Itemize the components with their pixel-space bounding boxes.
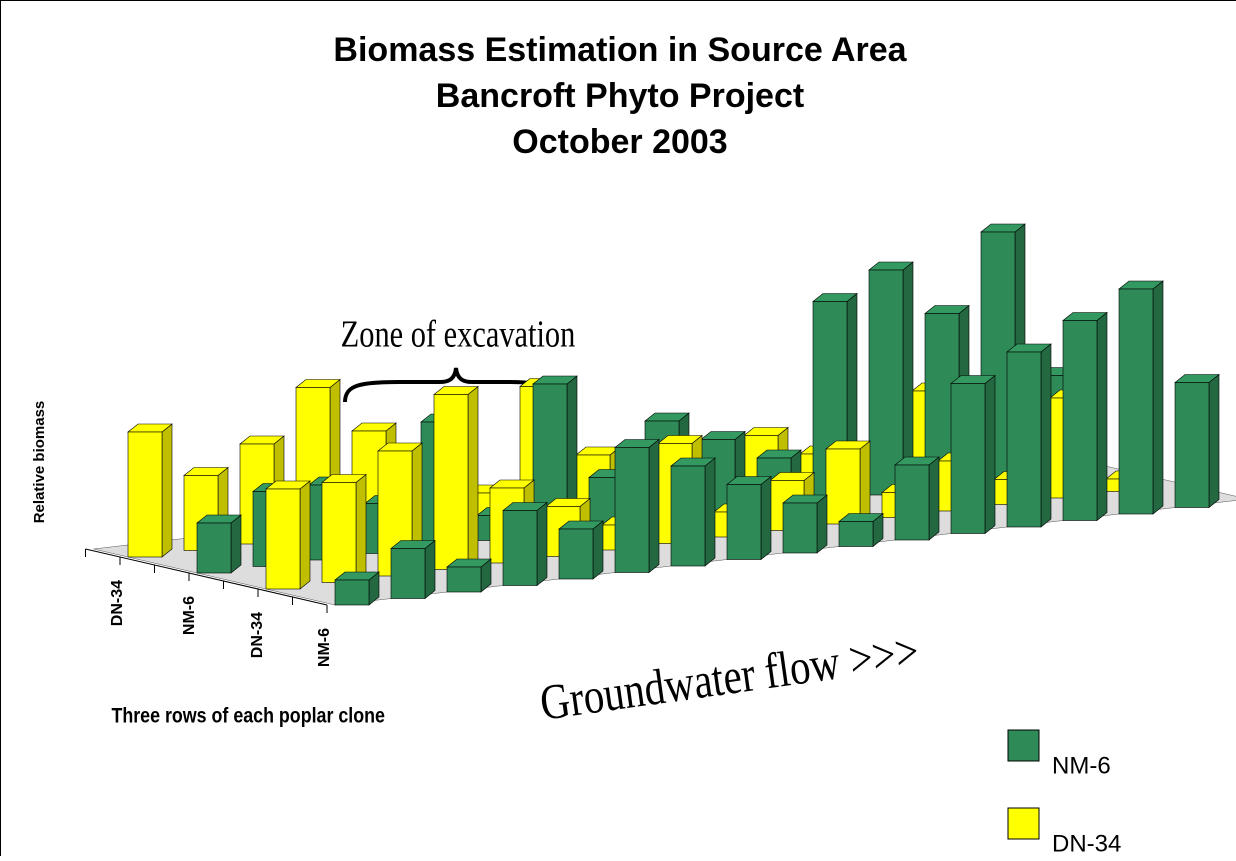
title-line: October 2003 <box>512 123 727 161</box>
bar-side <box>1097 313 1107 521</box>
bar <box>503 503 547 586</box>
row-label: DN-34 <box>109 580 126 626</box>
bar-front <box>615 448 649 573</box>
bar <box>727 477 771 560</box>
bar <box>391 541 435 599</box>
bar-front <box>839 522 873 547</box>
bar-front <box>391 549 425 599</box>
bar-side <box>985 376 995 534</box>
bar-side <box>929 457 939 540</box>
bar-front <box>128 432 162 557</box>
bar-front <box>671 466 705 566</box>
legend-label: NM-6 <box>1052 752 1111 779</box>
bar <box>1175 375 1219 508</box>
bar <box>1063 313 1107 521</box>
bar <box>951 376 995 534</box>
bar-side <box>1041 344 1051 527</box>
bar-side <box>231 515 241 573</box>
bar-front <box>559 529 593 579</box>
bar-front <box>503 511 537 586</box>
bar <box>559 521 603 579</box>
bar <box>615 440 659 573</box>
bar-side <box>649 440 659 573</box>
row-label: NM-6 <box>316 628 333 667</box>
annotation: Zone of excavation <box>341 314 576 356</box>
bar <box>266 481 310 589</box>
legend-label: DN-34 <box>1052 830 1121 856</box>
bar-side <box>356 475 366 583</box>
bar-side <box>593 521 603 579</box>
bar-front <box>826 449 860 524</box>
bar-front <box>322 483 356 583</box>
bar-side <box>705 458 715 566</box>
bar <box>839 514 883 547</box>
row-label: NM-6 <box>181 596 198 635</box>
bar-front <box>783 503 817 553</box>
bar <box>1119 281 1163 514</box>
bar <box>1007 344 1051 527</box>
bar <box>447 559 491 592</box>
bar-side <box>761 477 771 560</box>
bar-side <box>1153 281 1163 514</box>
bar-side <box>817 495 827 553</box>
bar <box>322 475 366 583</box>
bar-side <box>468 387 478 570</box>
bar <box>128 424 172 557</box>
bar-side <box>537 503 547 586</box>
bar-front <box>895 465 929 540</box>
bar-front <box>335 580 369 605</box>
bar-front <box>197 523 231 573</box>
title-line: Biomass Estimation in Source Area <box>333 31 907 69</box>
bar-front <box>727 485 761 560</box>
bar <box>197 515 241 573</box>
bar <box>895 457 939 540</box>
bar-side <box>300 481 310 589</box>
title-line: Bancroft Phyto Project <box>436 77 804 115</box>
bar-front <box>1007 352 1041 527</box>
bar <box>783 495 827 553</box>
bar-front <box>434 395 468 570</box>
bar-front <box>951 384 985 534</box>
bar-side <box>860 441 870 524</box>
bar-front <box>447 567 481 592</box>
bar-front <box>1063 321 1097 521</box>
bar <box>335 572 379 605</box>
bar-front <box>266 489 300 589</box>
bar <box>434 387 478 570</box>
bar-front <box>1175 383 1209 508</box>
bar-side <box>425 541 435 599</box>
x-axis-label: Three rows of each poplar clone <box>111 704 385 728</box>
bar-front <box>1119 289 1153 514</box>
legend-swatch <box>1008 730 1039 761</box>
legend-swatch <box>1008 808 1039 839</box>
bar-side <box>162 424 172 557</box>
bar-front <box>869 270 903 495</box>
y-axis-label: Relative biomass <box>31 401 48 524</box>
row-label: DN-34 <box>249 612 266 658</box>
bar <box>826 441 870 524</box>
bar <box>671 458 715 566</box>
bar-side <box>1209 375 1219 508</box>
